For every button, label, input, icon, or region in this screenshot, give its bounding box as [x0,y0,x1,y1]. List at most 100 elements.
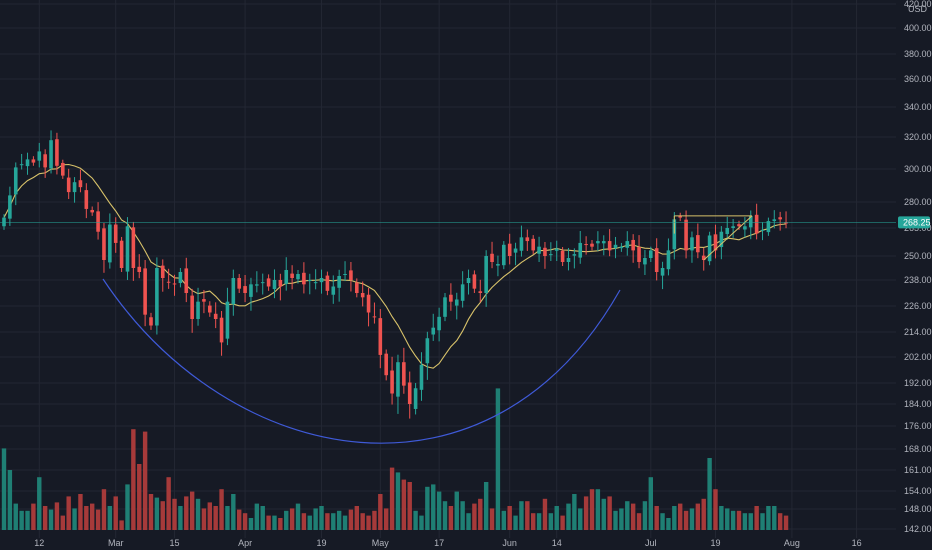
volume-bar [107,506,113,530]
volume-bar [95,509,101,530]
candle-body [713,234,718,251]
volume-bar [730,510,736,530]
volume-bar [572,494,577,530]
candle-body [125,226,130,272]
candle-body [378,318,383,355]
candle-body [296,274,300,280]
volume-bar [54,502,60,530]
candle-body [572,254,577,256]
candle-body [649,250,653,258]
candle-body [507,243,512,256]
volume-bar [683,510,689,530]
volume-bar [413,510,418,530]
volume-bar [513,515,518,530]
volume-bar [260,506,265,530]
candle-body [413,388,418,409]
candle-body [355,282,359,293]
volume-bar [613,510,618,530]
candle-body [113,224,118,243]
volume-bar [148,494,154,530]
volume-bar [160,501,165,530]
y-tick-label: 340.00 [904,102,932,112]
volume-bar [295,503,301,530]
candle-body [90,209,94,213]
candle-body [337,276,341,288]
candle-body [137,266,142,272]
y-tick-label: 300.00 [904,164,932,174]
volume-bar [378,494,383,530]
candle-body [402,362,406,386]
volume-bar [642,501,648,530]
last-price-tag: 268.25 [898,216,931,229]
x-tick-label: Jun [502,538,517,548]
volume-bar [607,496,612,530]
y-tick-label: 280.00 [904,197,932,207]
candle-body [537,246,541,254]
candle-body [578,242,583,258]
candle-body [490,253,494,262]
candle-body [560,250,565,262]
cup-curve [102,278,621,444]
candle-body [707,235,712,262]
candle-body [61,162,65,176]
y-tick-label: 320.00 [904,132,932,142]
candle-body [549,254,553,256]
candle-body [637,247,641,262]
volume-bar [331,513,336,530]
candle-body [731,226,735,228]
candle-body [766,221,771,233]
volume-bar [654,506,659,530]
volume-bar [366,515,371,530]
candle-body [484,256,488,293]
candle-body [278,280,283,287]
volume-bar [560,515,565,530]
candle-body [349,270,353,280]
volume-bar [307,515,312,530]
candle-body [178,272,183,284]
volume-bar [207,502,212,530]
volume-bar [231,494,236,530]
candle-body [543,247,547,256]
volume-bar [601,498,606,530]
volume-bar [31,503,36,530]
candle-body [190,295,194,319]
volume-bar [578,508,583,530]
candle-body [96,211,100,232]
candle-body [266,278,271,287]
candle-body [331,286,336,295]
volume-bar [60,515,65,530]
candle-body [625,241,630,248]
volume-bar [583,496,589,530]
candle-body [437,316,441,331]
volume-bar [707,458,712,530]
candle-body [396,362,400,397]
volume-bar [472,503,477,530]
volume-bar [489,508,495,530]
candle-body [696,235,700,253]
y-tick-label: 238.00 [904,275,932,285]
candle-body [325,275,330,291]
volume-bar [501,510,506,530]
volume-bar [436,491,442,530]
candle-body [478,291,483,293]
volume-bar [137,464,142,530]
volume-bar [13,503,18,530]
y-tick-label: 168.00 [904,444,932,454]
volume-bar [266,515,271,530]
currency-label: USD [908,4,928,14]
volume-bar [195,498,201,530]
x-tick-label: Mar [108,538,124,548]
candle-body [243,286,247,293]
volume-bar [619,508,624,530]
candle-body [666,250,671,270]
volume-bar [425,486,430,530]
volume-bar [483,482,489,530]
candle-body [566,258,571,262]
candle-body [155,268,159,326]
volume-bar [37,477,42,530]
candle-body [131,227,136,268]
volume-bar [466,513,471,530]
candle-body [307,280,312,281]
volume-bar [672,506,677,530]
candle-body [284,270,289,284]
